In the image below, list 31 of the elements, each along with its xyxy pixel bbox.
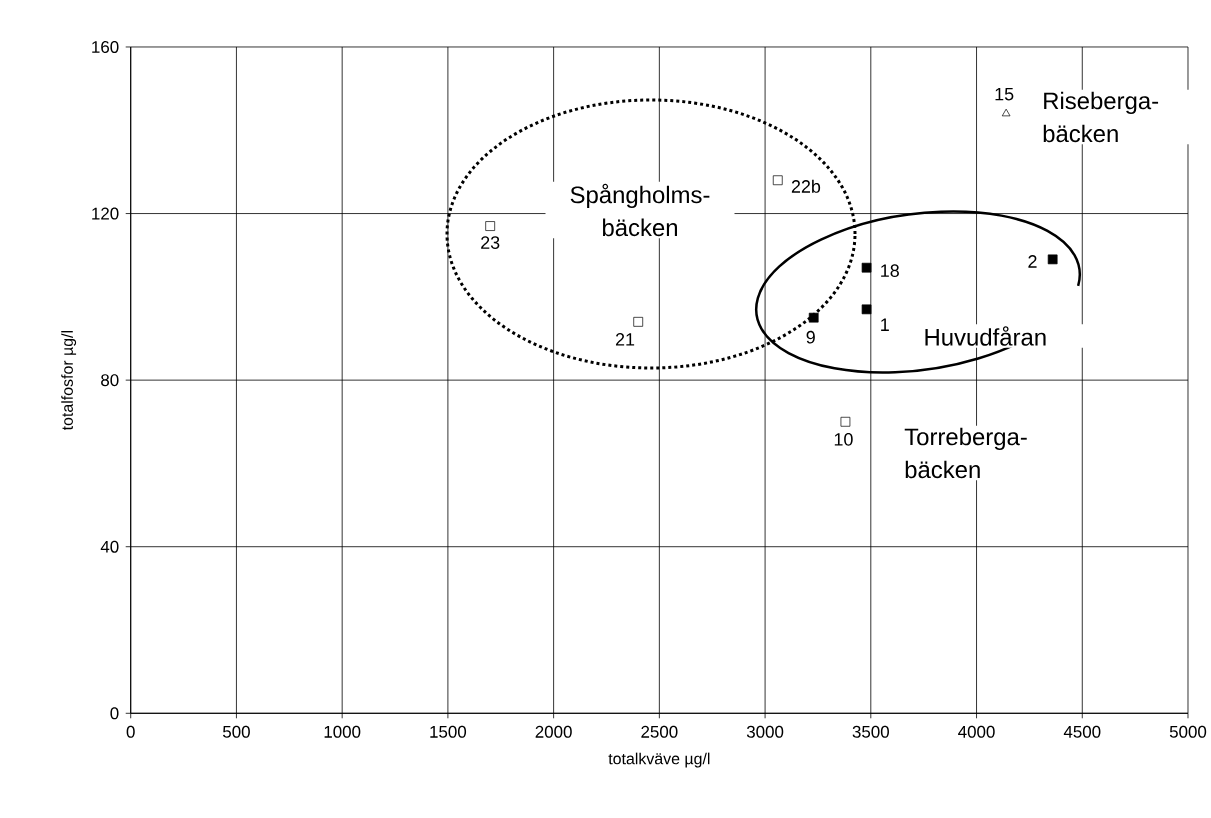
y-tick-label: 0 — [110, 707, 119, 720]
annotation: 15 — [995, 87, 1014, 101]
y-tick-label: 80 — [101, 374, 119, 387]
annotation: 23 — [481, 236, 500, 249]
x-axis-title: totalkväve µg/l — [608, 752, 710, 768]
y-tick-label: 160 — [92, 40, 119, 53]
x-tick-label: 3500 — [852, 725, 889, 738]
y-tick-label: 40 — [100, 540, 119, 553]
x-tick-label: 1500 — [430, 725, 467, 738]
y-axis-title: totalfosfor µg/l — [61, 331, 77, 431]
annotation: Huvudfåran — [925, 326, 1046, 346]
x-tick-label: 4500 — [1063, 725, 1101, 738]
y-tick-label: 120 — [92, 207, 119, 220]
annotation: 1 — [881, 318, 889, 331]
annotation: Torreberga- bäcken — [904, 427, 1027, 479]
x-tick-label: 4000 — [958, 725, 995, 738]
annotation: 22b — [791, 179, 821, 193]
annotation: 10 — [834, 432, 853, 446]
x-tick-label: 2000 — [535, 725, 572, 738]
x-tick-label: 0 — [126, 725, 135, 738]
x-tick-label: 5000 — [1169, 725, 1207, 738]
annotation: Spångholms- bäcken — [570, 183, 710, 237]
annotation: 18 — [881, 264, 899, 278]
x-tick-label: 500 — [222, 725, 250, 738]
annotation: 9 — [806, 330, 815, 344]
annotation: Riseberga- bäcken — [1043, 91, 1159, 143]
x-tick-label: 3000 — [746, 725, 784, 738]
x-tick-label: 2500 — [641, 725, 678, 738]
annotation: 2 — [1028, 255, 1037, 268]
annotation: 21 — [615, 333, 635, 346]
x-tick-label: 1000 — [324, 725, 361, 738]
